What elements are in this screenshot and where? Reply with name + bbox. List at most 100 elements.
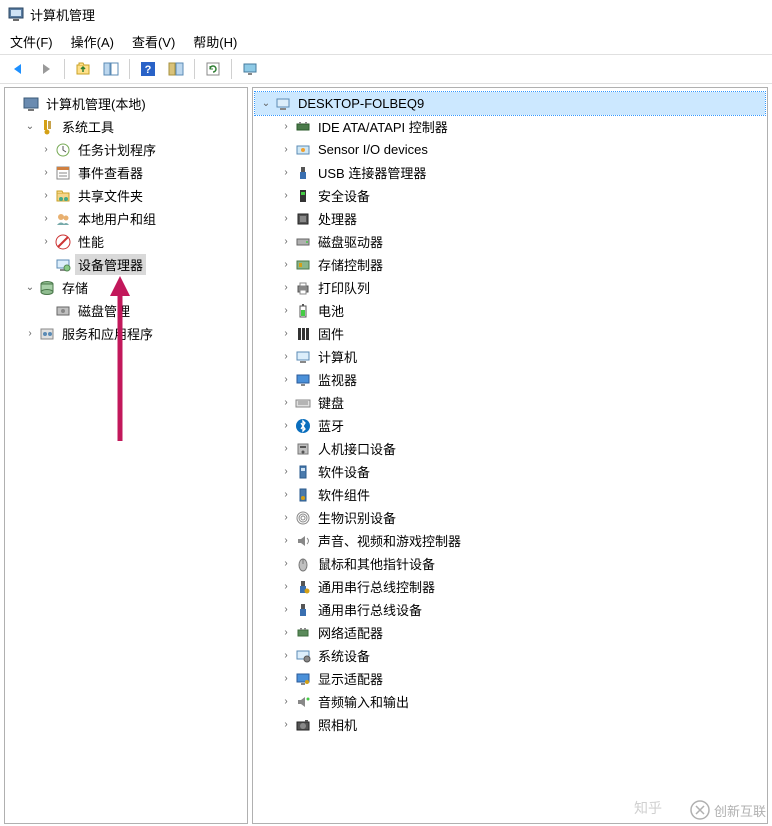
device-item-cpu[interactable]: ›处理器 (255, 207, 765, 230)
device-label: 显示适配器 (315, 668, 386, 689)
device-item-monitor[interactable]: ›监视器 (255, 368, 765, 391)
tree-item-perf[interactable]: ›性能 (7, 230, 245, 253)
caret-right-icon[interactable]: › (279, 695, 293, 709)
back-button[interactable] (6, 57, 30, 81)
caret-down-icon[interactable]: ⌄ (259, 97, 273, 111)
caret-right-icon[interactable]: › (279, 603, 293, 617)
toolbar: ? (0, 54, 772, 84)
device-item-network[interactable]: ›网络适配器 (255, 621, 765, 644)
device-item-storage-ctrl[interactable]: ›存储控制器 (255, 253, 765, 276)
device-item-mouse[interactable]: ›鼠标和其他指针设备 (255, 552, 765, 575)
tree-system-tools[interactable]: ⌄ 系统工具 (7, 115, 245, 138)
caret-right-icon[interactable]: › (279, 442, 293, 456)
caret-right-icon[interactable]: › (39, 166, 53, 180)
device-item-biometric[interactable]: ›生物识别设备 (255, 506, 765, 529)
right-tree-pane: ⌄ DESKTOP-FOLBEQ9 ›IDE ATA/ATAPI 控制器›Sen… (252, 87, 768, 824)
caret-right-icon[interactable]: › (279, 143, 293, 157)
tree-item-disk-mgmt[interactable]: 磁盘管理 (7, 299, 245, 322)
caret-right-icon[interactable]: › (279, 465, 293, 479)
caret-right-icon[interactable]: › (279, 189, 293, 203)
caret-right-icon[interactable]: › (39, 212, 53, 226)
device-item-usb-dev[interactable]: ›通用串行总线设备 (255, 598, 765, 621)
tree-root[interactable]: 计算机管理(本地) (7, 92, 245, 115)
device-item-audio-io[interactable]: ›音频输入和输出 (255, 690, 765, 713)
caret-right-icon[interactable]: › (279, 511, 293, 525)
audio-icon (294, 532, 312, 550)
caret-right-icon[interactable]: › (279, 304, 293, 318)
caret-right-icon[interactable]: › (279, 350, 293, 364)
menu-file[interactable]: 文件(F) (10, 32, 53, 51)
device-item-hid[interactable]: ›人机接口设备 (255, 437, 765, 460)
caret-right-icon[interactable]: › (279, 166, 293, 180)
device-item-usb[interactable]: ›USB 连接器管理器 (255, 161, 765, 184)
caret-right-icon[interactable]: › (279, 373, 293, 387)
caret-right-icon[interactable]: › (279, 649, 293, 663)
device-item-soft-comp[interactable]: ›软件组件 (255, 483, 765, 506)
caret-right-icon[interactable]: › (279, 672, 293, 686)
menu-help[interactable]: 帮助(H) (193, 32, 237, 51)
caret-right-icon[interactable]: › (279, 212, 293, 226)
device-item-battery[interactable]: ›电池 (255, 299, 765, 322)
device-item-usb-ctrl[interactable]: ›通用串行总线控制器 (255, 575, 765, 598)
device-item-soft-dev[interactable]: ›软件设备 (255, 460, 765, 483)
caret-right-icon[interactable]: › (279, 419, 293, 433)
caret-right-icon[interactable]: › (279, 281, 293, 295)
audio-io-icon (294, 693, 312, 711)
monitor-button[interactable] (238, 57, 262, 81)
menu-action[interactable]: 操作(A) (71, 32, 114, 51)
storage-icon (38, 279, 56, 297)
caret-right-icon[interactable]: › (39, 235, 53, 249)
device-item-firmware[interactable]: ›固件 (255, 322, 765, 345)
caret-icon[interactable] (7, 97, 21, 111)
caret-right-icon[interactable]: › (23, 327, 37, 341)
caret-right-icon[interactable]: › (279, 235, 293, 249)
tree-item-clock[interactable]: › 任务计划程序 (7, 138, 245, 161)
device-item-ide[interactable]: ›IDE ATA/ATAPI 控制器 (255, 115, 765, 138)
up-button[interactable] (71, 57, 95, 81)
device-root[interactable]: ⌄ DESKTOP-FOLBEQ9 (255, 92, 765, 115)
caret-down-icon[interactable]: ⌄ (23, 281, 37, 295)
help-button[interactable]: ? (136, 57, 160, 81)
caret-right-icon[interactable]: › (279, 488, 293, 502)
device-item-printer[interactable]: ›打印队列 (255, 276, 765, 299)
caret-right-icon[interactable]: › (39, 189, 53, 203)
caret-none[interactable] (39, 258, 53, 272)
refresh-button[interactable] (201, 57, 225, 81)
forward-button[interactable] (34, 57, 58, 81)
tree-label: 任务计划程序 (75, 139, 159, 160)
caret-down-icon[interactable]: ⌄ (23, 120, 37, 134)
device-item-camera[interactable]: ›照相机 (255, 713, 765, 736)
perf-icon (54, 233, 72, 251)
tree-item-shared-folder[interactable]: ›共享文件夹 (7, 184, 245, 207)
caret-right-icon[interactable]: › (279, 557, 293, 571)
tree-item-event[interactable]: ›事件查看器 (7, 161, 245, 184)
device-item-sensor[interactable]: ›Sensor I/O devices (255, 138, 765, 161)
tree-services[interactable]: › 服务和应用程序 (7, 322, 245, 345)
tree-storage[interactable]: ⌄ 存储 (7, 276, 245, 299)
caret-right-icon[interactable]: › (279, 626, 293, 640)
show-hide-button[interactable] (99, 57, 123, 81)
caret-right-icon[interactable]: › (279, 580, 293, 594)
content-area: 计算机管理(本地) ⌄ 系统工具 › 任务计划程序›事件查看器›共享文件夹›本地用… (0, 84, 772, 826)
device-item-system[interactable]: ›系统设备 (255, 644, 765, 667)
caret-none[interactable] (39, 304, 53, 318)
tree-item-device-mgr[interactable]: 设备管理器 (7, 253, 245, 276)
menu-view[interactable]: 查看(V) (132, 32, 175, 51)
properties-button[interactable] (164, 57, 188, 81)
tree-item-users[interactable]: ›本地用户和组 (7, 207, 245, 230)
caret-right-icon[interactable]: › (279, 258, 293, 272)
caret-right-icon[interactable]: › (279, 327, 293, 341)
caret-right-icon[interactable]: › (39, 143, 53, 157)
device-item-bluetooth[interactable]: ›蓝牙 (255, 414, 765, 437)
device-item-display[interactable]: › 显示适配器 (255, 667, 765, 690)
tree-label: 设备管理器 (75, 254, 146, 275)
caret-right-icon[interactable]: › (279, 396, 293, 410)
caret-right-icon[interactable]: › (279, 120, 293, 134)
device-item-audio[interactable]: ›声音、视频和游戏控制器 (255, 529, 765, 552)
caret-right-icon[interactable]: › (279, 718, 293, 732)
caret-right-icon[interactable]: › (279, 534, 293, 548)
device-item-disk[interactable]: ›磁盘驱动器 (255, 230, 765, 253)
device-item-pc[interactable]: ›计算机 (255, 345, 765, 368)
device-item-security[interactable]: ›安全设备 (255, 184, 765, 207)
device-item-keyboard[interactable]: ›键盘 (255, 391, 765, 414)
